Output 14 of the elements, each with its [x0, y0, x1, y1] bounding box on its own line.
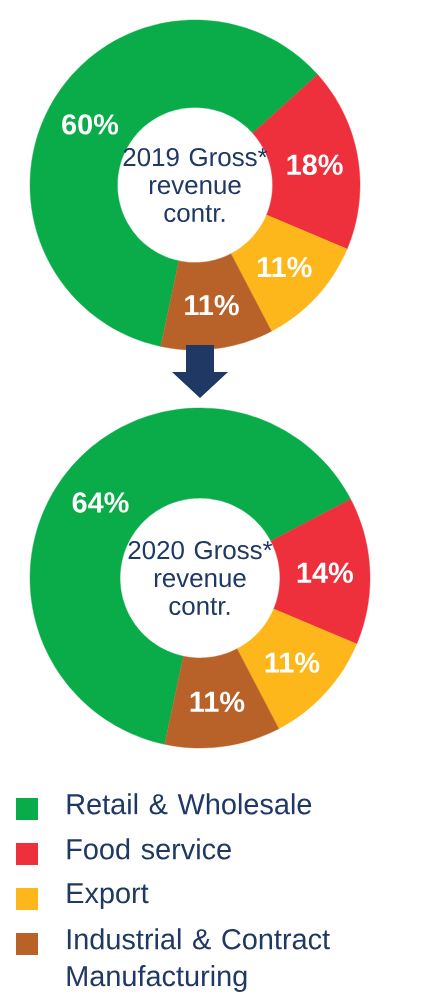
data-label: 60%	[62, 114, 119, 135]
data-label: 11%	[265, 652, 320, 673]
legend-label: Retail & Wholesale	[67, 793, 312, 815]
legend-label: Food service	[67, 838, 231, 860]
data-label: 11%	[257, 256, 312, 278]
data-label: 14%	[297, 562, 353, 583]
data-label: 11%	[185, 294, 239, 316]
legend-label: Industrial & Contract Manufacturing	[67, 928, 330, 993]
text: 2019 Gross* revenue contr.	[123, 147, 268, 223]
data-label: 11%	[190, 691, 245, 712]
data-label: 64%	[72, 492, 129, 513]
data-label: 18%	[287, 154, 343, 175]
legend-label: Export	[67, 883, 149, 910]
text: 2020 Gross* revenue contr.	[128, 540, 273, 616]
